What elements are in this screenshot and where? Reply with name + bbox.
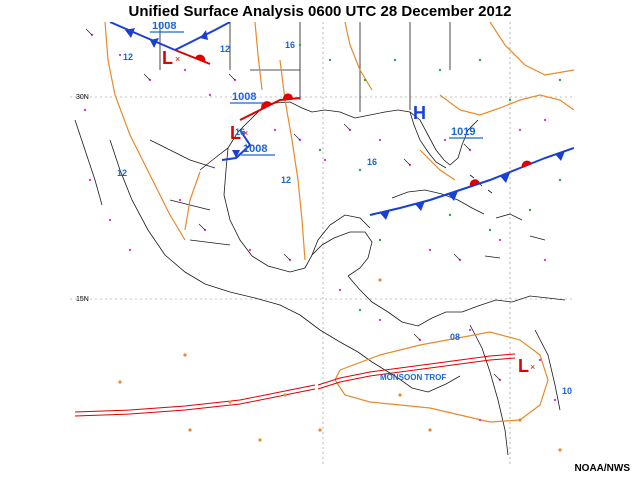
low-pressure-system-north: 1008 L × [150, 22, 184, 68]
isobar-value: 12 [281, 175, 291, 185]
warm-front-bump [195, 54, 206, 62]
surface-analysis-map: 30N 15N [70, 22, 574, 464]
lat-lon-grid [70, 22, 574, 464]
pressure-value: 1008 [243, 143, 267, 155]
cold-front-barb [232, 150, 240, 158]
cold-front-barb [448, 191, 458, 201]
pressure-value: 1008 [232, 91, 256, 103]
isobar-value: 08 [450, 332, 460, 342]
low-center-x-icon: × [243, 128, 248, 138]
isobar-value: 12 [117, 168, 127, 178]
monsoon-trough-label: MONSOON TROF [380, 373, 446, 382]
credit-label: NOAA/NWS [574, 463, 630, 474]
cold-front-barb [500, 173, 510, 183]
pressure-value: 1019 [451, 126, 475, 138]
pressure-value: 1008 [152, 22, 176, 32]
isobar-value: 16 [285, 40, 295, 50]
isobars [104, 22, 574, 423]
cold-front-barb [150, 38, 159, 48]
map-title: Unified Surface Analysis 0600 UTC 28 Dec… [128, 3, 512, 20]
low-symbol: L [162, 48, 173, 68]
high-symbol: H [413, 103, 426, 123]
cold-front-caribbean [369, 147, 574, 216]
lat-label-30n: 30N [76, 94, 89, 101]
monsoon-trough-line [317, 353, 516, 386]
low-symbol: L [518, 356, 529, 376]
high-pressure-system: H 1019 [413, 103, 483, 139]
monsoon-trough-line [317, 357, 516, 390]
cold-front-north [109, 22, 176, 51]
warm-front-bump [521, 160, 532, 168]
low-center-x-icon: × [175, 54, 180, 64]
low-center-x-icon: × [530, 362, 535, 372]
isobar-value: 12 [123, 52, 133, 62]
isobar-value: 12 [220, 44, 230, 54]
isobar-value: 16 [367, 157, 377, 167]
cold-front-barb [200, 30, 208, 40]
station-plots [83, 28, 562, 452]
monsoon-trough-line [74, 388, 316, 417]
cold-front-barb [380, 210, 390, 220]
cold-front-barb [555, 151, 565, 161]
cold-front-barb [125, 28, 135, 38]
low-pressure-system-texas: 1008 L × 1008 [230, 91, 275, 156]
coastlines [74, 22, 566, 456]
isobar-value: 16 [235, 127, 245, 137]
warm-front-bump [282, 93, 293, 99]
lat-label-15n: 15N [76, 296, 89, 303]
cold-front-texas [221, 129, 252, 161]
cold-front-barb [415, 201, 425, 211]
monsoon-trough-line [74, 384, 316, 413]
isobar-value: 10 [562, 386, 572, 396]
low-symbol: L [230, 123, 241, 143]
low-pressure-system-caribbean: L × [518, 356, 535, 376]
warm-front-bump [469, 179, 480, 186]
